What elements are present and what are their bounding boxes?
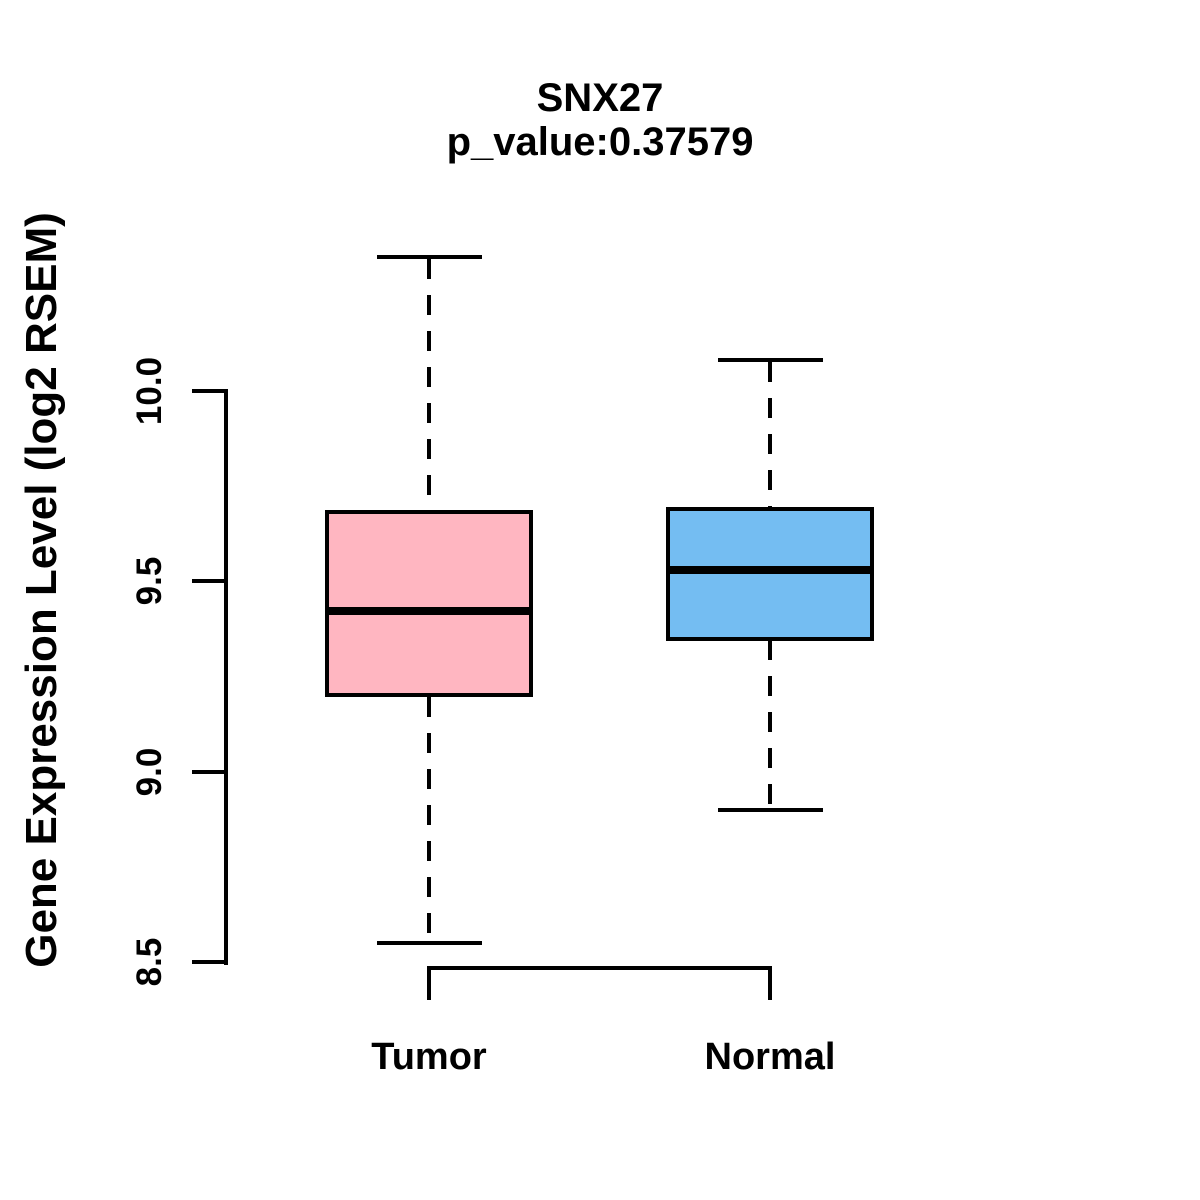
- chart-title: SNX27: [536, 76, 664, 120]
- y-axis-line: [224, 389, 228, 965]
- y-axis-tick-label: 8.5: [130, 937, 169, 987]
- y-axis-tick-label: 9.0: [130, 747, 169, 797]
- whisker-cap-low-normal: [718, 808, 823, 812]
- y-axis-tick: [192, 389, 224, 393]
- y-axis-title: Gene Expression Level (log2 RSEM): [17, 212, 66, 968]
- median-line-normal: [666, 566, 874, 574]
- whisker-line-upper-tumor: [427, 259, 431, 512]
- whisker-cap-high-tumor: [377, 255, 482, 259]
- chart-subtitle: p_value:0.37579: [446, 120, 754, 164]
- y-axis-tick-label: 10.0: [130, 356, 169, 426]
- x-tick-label-tumor: Tumor: [371, 1036, 487, 1078]
- y-axis-tick-label: 9.5: [130, 556, 169, 606]
- chart-title-block: SNX27 p_value:0.37579: [0, 76, 1200, 164]
- box-normal: [666, 507, 874, 641]
- whisker-cap-high-normal: [718, 358, 823, 362]
- x-axis-tick: [427, 968, 431, 1000]
- x-axis-line: [427, 966, 772, 970]
- y-axis-tick: [192, 770, 224, 774]
- y-axis-tick: [192, 960, 224, 964]
- x-axis-tick: [768, 968, 772, 1000]
- whisker-line-lower-tumor: [427, 697, 431, 943]
- box-tumor: [325, 510, 533, 697]
- y-axis-tick: [192, 579, 224, 583]
- whisker-cap-low-tumor: [377, 941, 482, 945]
- whisker-line-lower-normal: [768, 640, 772, 809]
- median-line-tumor: [325, 607, 533, 615]
- x-tick-label-normal: Normal: [704, 1036, 836, 1078]
- whisker-line-upper-normal: [768, 362, 772, 509]
